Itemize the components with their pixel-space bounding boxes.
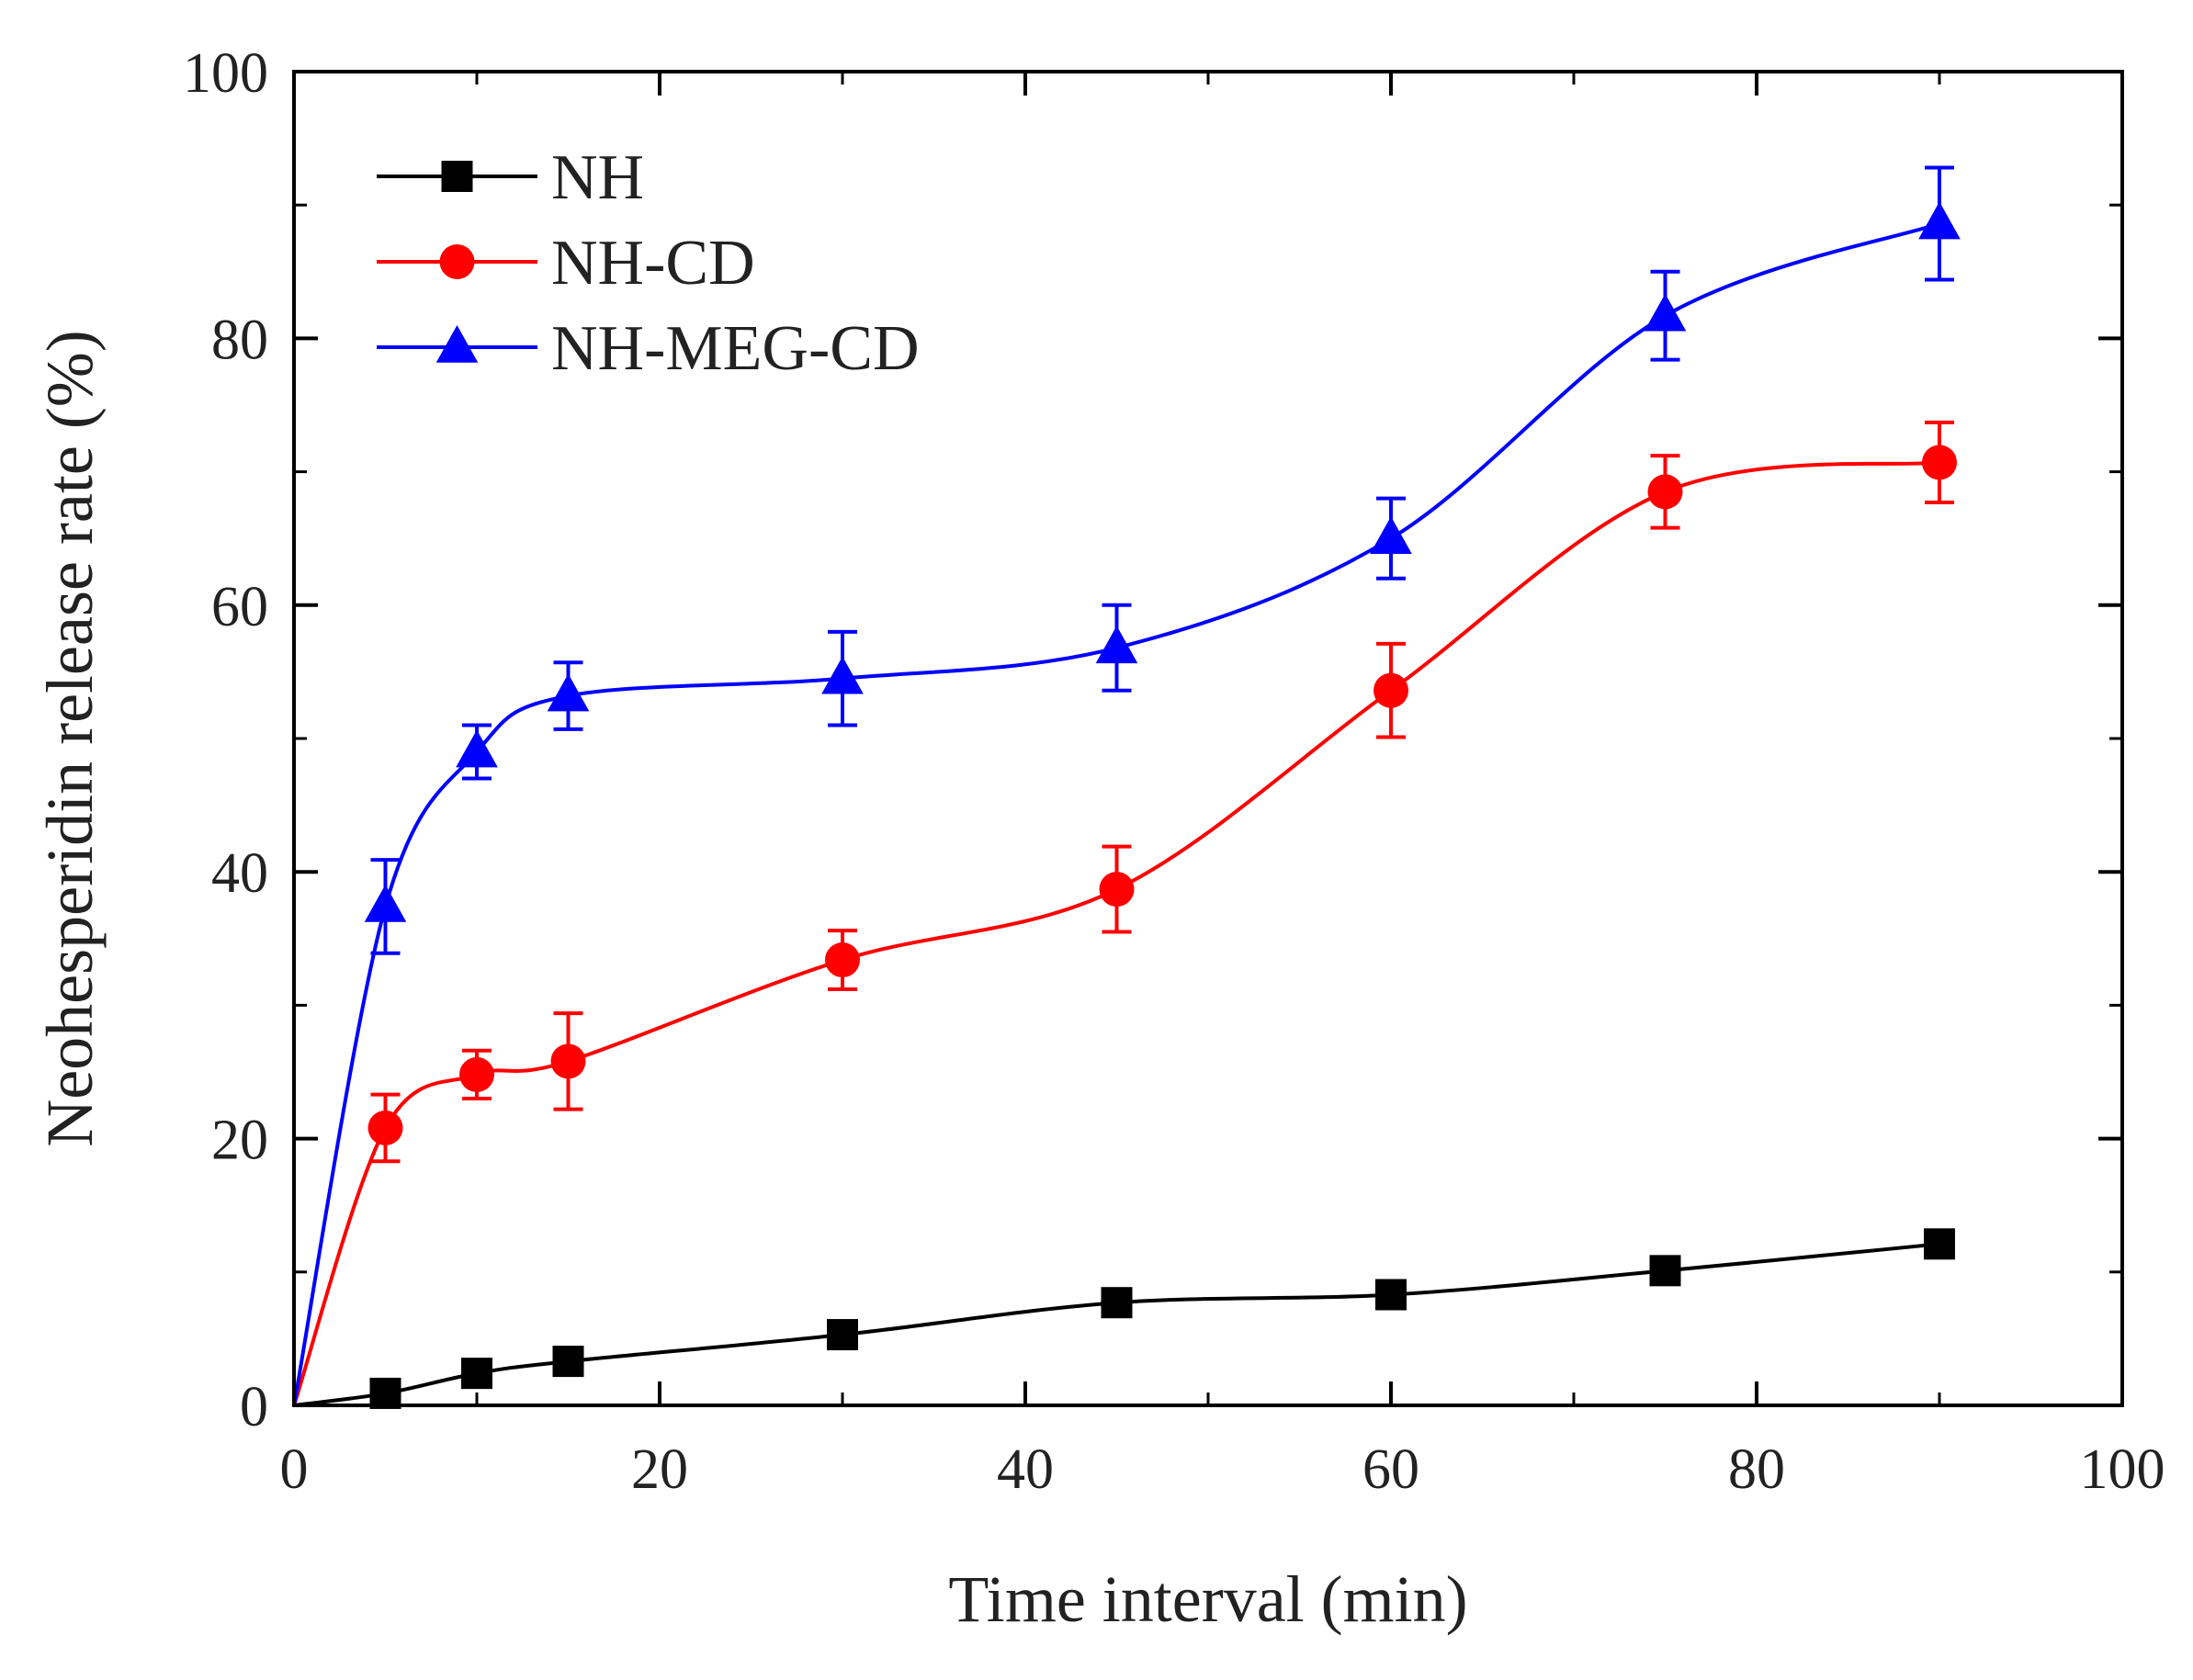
series-line-nh — [293, 1242, 1940, 1407]
legend-label-nh: NH — [551, 142, 644, 213]
data-point-nh — [1101, 1287, 1133, 1319]
x-axis-title: Time interval (min) — [948, 1562, 1467, 1636]
y-tick-label: 20 — [211, 1110, 268, 1172]
data-point-nh-meg-cd — [1644, 293, 1687, 332]
data-point-nh-cd — [367, 1110, 403, 1145]
y-tick-label: 100 — [183, 42, 268, 105]
axis-tick-labels: 0 20 40 60 80 100 0 20 40 60 80 100 — [183, 42, 2165, 1501]
legend-marker-nh-cd — [439, 244, 475, 279]
data-point-nh-meg-cd — [1918, 201, 1961, 240]
data-point-nh-cd — [550, 1043, 586, 1079]
data-point-nh-meg-cd — [547, 673, 590, 712]
data-point-nh-cd — [1647, 474, 1683, 510]
data-point-nh-meg-cd — [1095, 626, 1138, 664]
data-point-nh-cd — [1373, 672, 1408, 708]
x-tick-label: 80 — [1728, 1438, 1785, 1501]
legend: NH NH-CD NH-MEG-CD — [377, 142, 920, 384]
data-point-nh-meg-cd — [821, 656, 864, 694]
x-tick-label: 40 — [997, 1438, 1054, 1501]
x-tick-label: 0 — [280, 1438, 309, 1501]
series-line-nh-meg-cd — [292, 221, 1940, 1406]
data-point-nh-meg-cd — [364, 884, 407, 922]
data-point-nh-cd — [1922, 445, 1957, 480]
data-markers — [364, 201, 1961, 1409]
data-point-nh — [461, 1358, 492, 1390]
data-point-nh — [827, 1319, 858, 1351]
data-point-nh-cd — [459, 1056, 494, 1092]
legend-marker-nh — [441, 161, 473, 192]
data-point-nh-cd — [825, 942, 860, 978]
y-tick-label: 0 — [240, 1376, 268, 1438]
x-tick-label: 100 — [2080, 1438, 2165, 1501]
series-line-nh-cd — [292, 460, 1940, 1406]
data-point-nh-meg-cd — [456, 729, 498, 768]
series-curves — [292, 221, 1940, 1407]
axis-ticks — [292, 70, 2124, 1407]
x-tick-label: 60 — [1362, 1438, 1419, 1501]
data-point-nh-meg-cd — [1370, 516, 1412, 554]
y-tick-label: 80 — [211, 309, 268, 371]
data-point-nh — [1924, 1228, 1955, 1260]
y-axis-title: Neohesperidin release rate (%) — [33, 330, 107, 1147]
data-point-nh — [552, 1346, 584, 1378]
legend-marker-nh-meg-cd — [435, 325, 479, 363]
legend-label-nh-cd: NH-CD — [551, 228, 755, 299]
y-tick-label: 40 — [211, 842, 268, 905]
data-point-nh — [1375, 1279, 1407, 1311]
y-tick-label: 60 — [211, 576, 268, 638]
data-point-nh-cd — [1099, 872, 1135, 908]
x-tick-label: 20 — [631, 1438, 688, 1501]
legend-label-nh-meg-cd: NH-MEG-CD — [551, 313, 920, 384]
data-point-nh — [1649, 1255, 1681, 1287]
